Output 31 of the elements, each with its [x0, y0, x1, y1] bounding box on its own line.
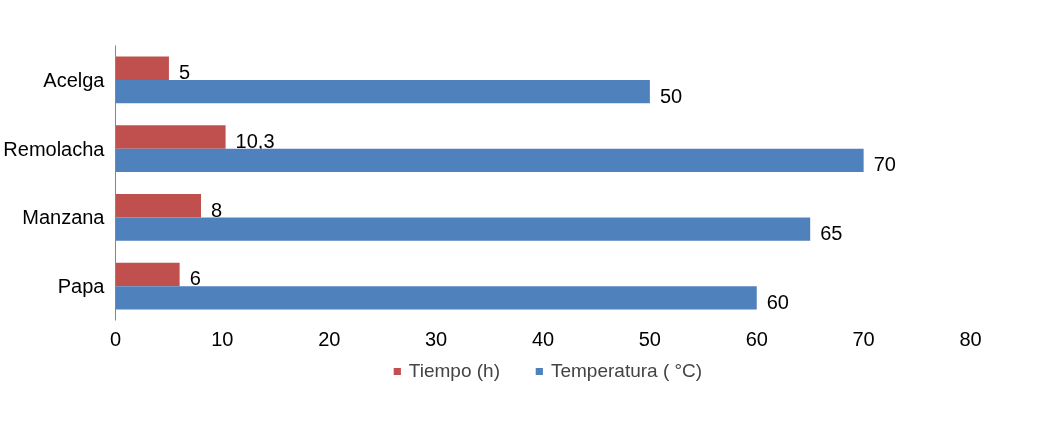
data-label: 5: [178, 61, 191, 84]
legend-label: Tiempo (h): [408, 359, 500, 382]
y-tick-label: Manzana: [22, 206, 106, 229]
x-tick-label: 30: [425, 327, 448, 350]
data-label: 6: [189, 267, 201, 290]
x-tick-label: 0: [109, 327, 122, 350]
data-label: 65: [820, 222, 843, 245]
bar: [115, 56, 169, 80]
data-label: 8: [211, 198, 223, 221]
y-tick-label: Remolacha: [3, 137, 106, 160]
bar: [115, 148, 864, 172]
x-tick-label: 80: [959, 327, 982, 350]
x-tick-label: 50: [638, 327, 661, 350]
bar: [115, 262, 180, 287]
bar: [115, 125, 226, 149]
bar: [115, 217, 811, 241]
x-tick-label: 40: [531, 327, 555, 350]
data-label: 50: [659, 84, 683, 107]
bar: [115, 194, 201, 218]
x-tick-label: 60: [745, 327, 768, 350]
data-label: 70: [873, 153, 896, 176]
y-tick-label: Papa: [57, 275, 106, 298]
bar: [115, 286, 757, 310]
x-tick-label: 10: [211, 327, 234, 350]
legend-label: Temperatura ( °C): [550, 359, 703, 382]
y-tick-label: Acelga: [43, 68, 106, 91]
bar: [115, 79, 650, 104]
data-label: 10,3: [235, 129, 275, 152]
data-label: 60: [766, 290, 789, 313]
x-tick-label: 20: [318, 327, 341, 350]
x-tick-label: 70: [852, 327, 875, 350]
